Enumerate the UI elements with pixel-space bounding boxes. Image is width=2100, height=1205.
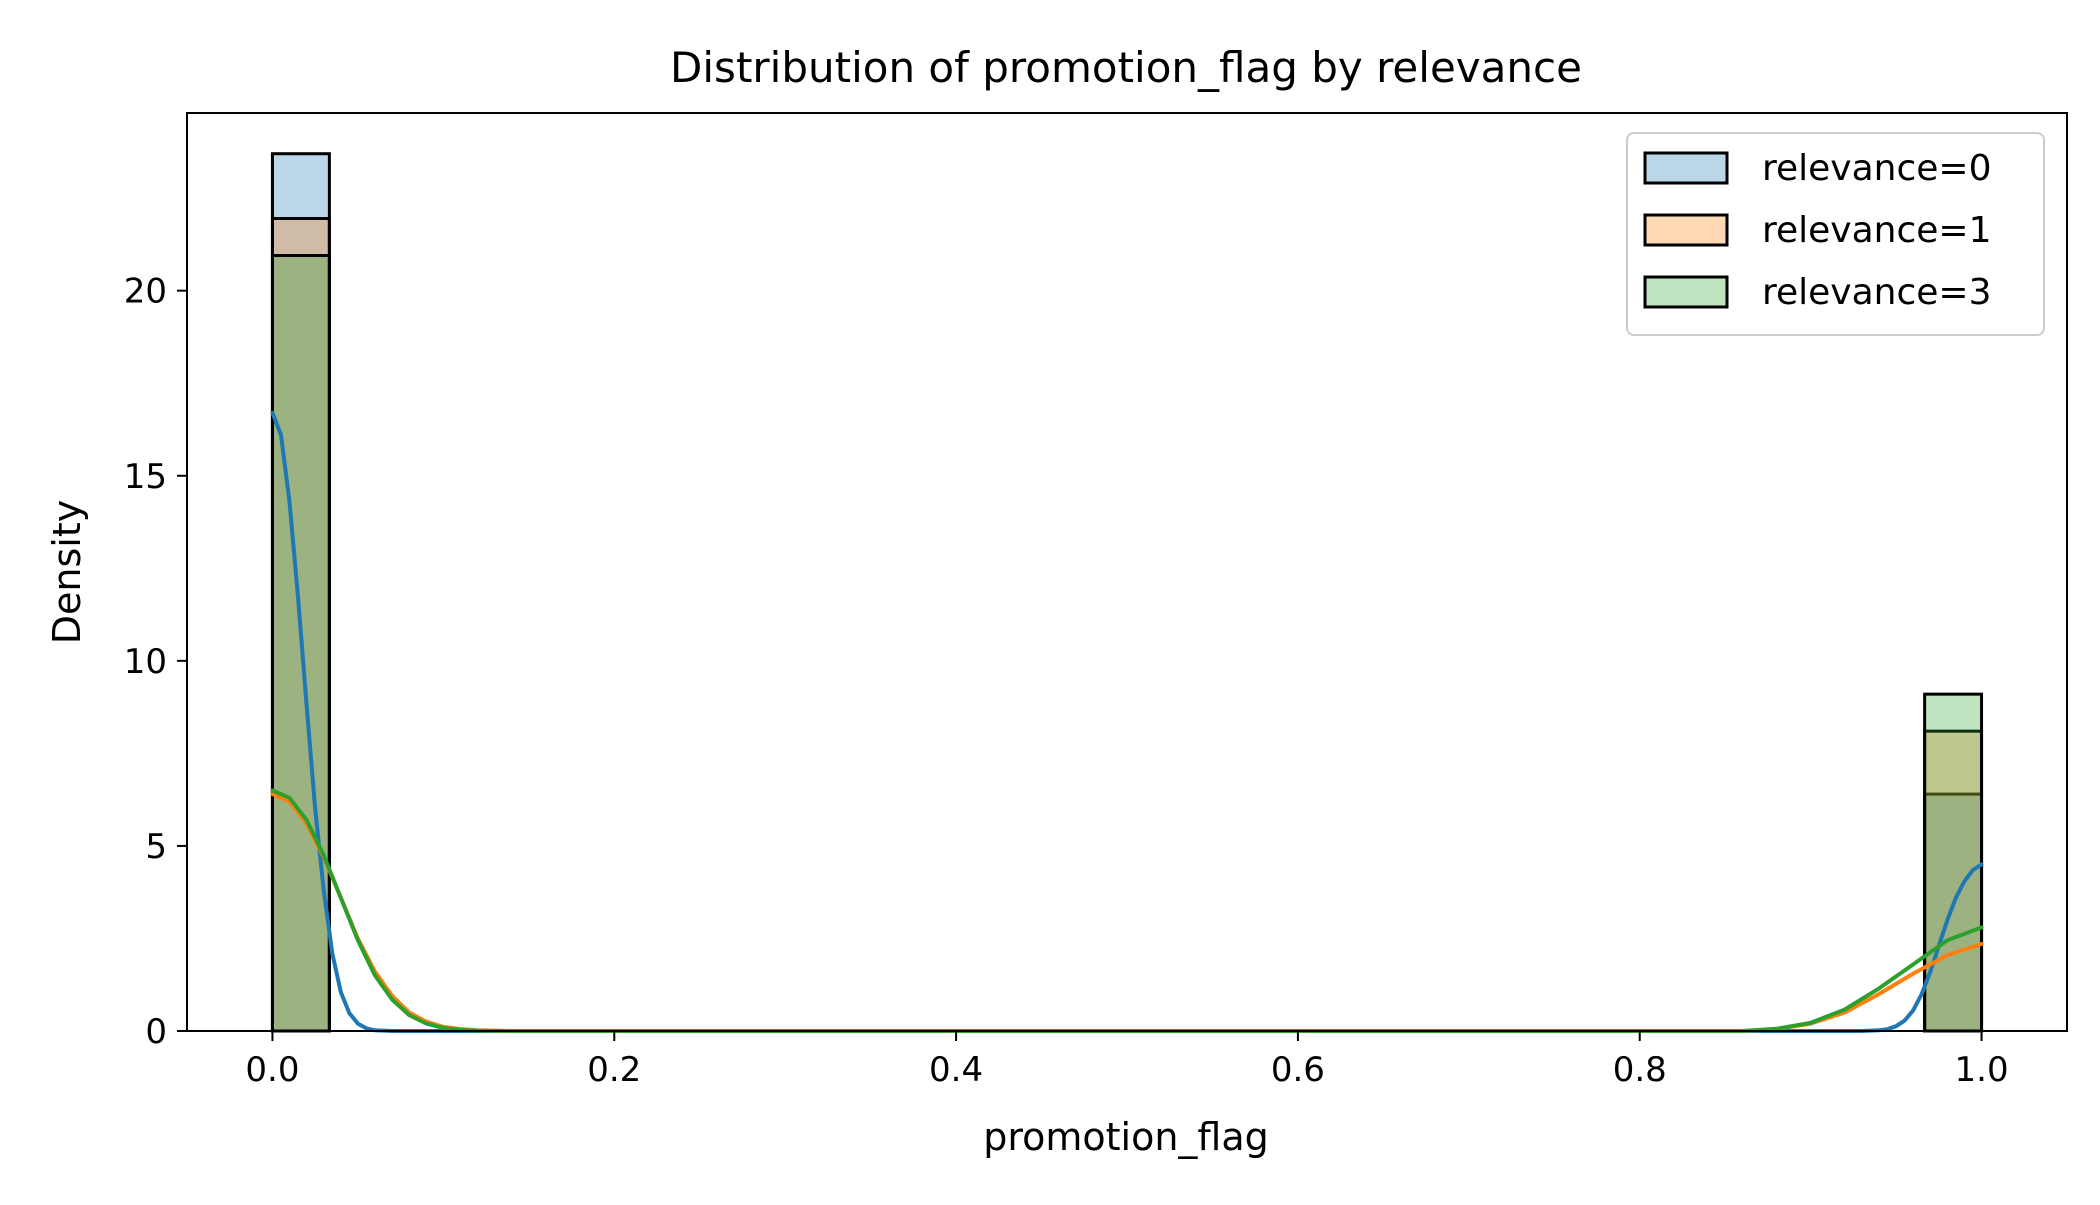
plot-frame: [186, 112, 2068, 1032]
x-tick-label-3: 0.6: [1271, 1050, 1325, 1090]
legend-items: relevance=0 relevance=1 relevance=3: [1643, 148, 1992, 313]
x-axis-label: promotion_flag: [983, 1115, 1269, 1159]
kde-line-series-2: [270, 788, 1984, 1033]
y-tick-label-1: 5: [145, 827, 167, 867]
legend-frame: [1626, 132, 2045, 336]
y-axis-label: Density: [45, 500, 89, 644]
x-tick-label-5: 1.0: [1955, 1050, 2009, 1090]
y-tick-label-4: 20: [124, 272, 167, 312]
x-tick-label-1: 0.2: [587, 1050, 641, 1090]
kde-line-series-1: [270, 792, 1984, 1033]
kde-line-series-0: [270, 410, 1984, 1033]
y-axis-ticks: 0 5 10 15 20: [124, 272, 187, 1052]
y-tick-label-2: 10: [124, 642, 167, 682]
y-tick-label-3: 15: [124, 457, 167, 497]
legend-label-0: relevance=0: [1762, 148, 1992, 189]
legend-label-1: relevance=1: [1762, 210, 1992, 251]
legend-swatch-1: [1643, 213, 1729, 247]
y-tick-label-0: 0: [145, 1012, 167, 1052]
legend-swatch-0: [1643, 151, 1729, 185]
legend-label-2: relevance=3: [1762, 272, 1992, 313]
histogram-bar-series-2-bin-1: [1923, 692, 1984, 1033]
kde-layer: [270, 410, 1984, 1033]
x-tick-label-2: 0.4: [929, 1050, 983, 1090]
legend: relevance=0 relevance=1 relevance=3: [1626, 132, 2045, 336]
x-tick-label-4: 0.8: [1613, 1050, 1667, 1090]
x-axis-ticks: 0.0 0.2 0.4 0.6 0.8 1.0: [245, 1031, 2009, 1090]
x-tick-label-0: 0.0: [245, 1050, 299, 1090]
histogram-bar-series-0-bin-1: [1923, 792, 1984, 1033]
chart-title: Distribution of promotion_flag by releva…: [670, 43, 1582, 92]
legend-swatch-2: [1643, 275, 1729, 309]
